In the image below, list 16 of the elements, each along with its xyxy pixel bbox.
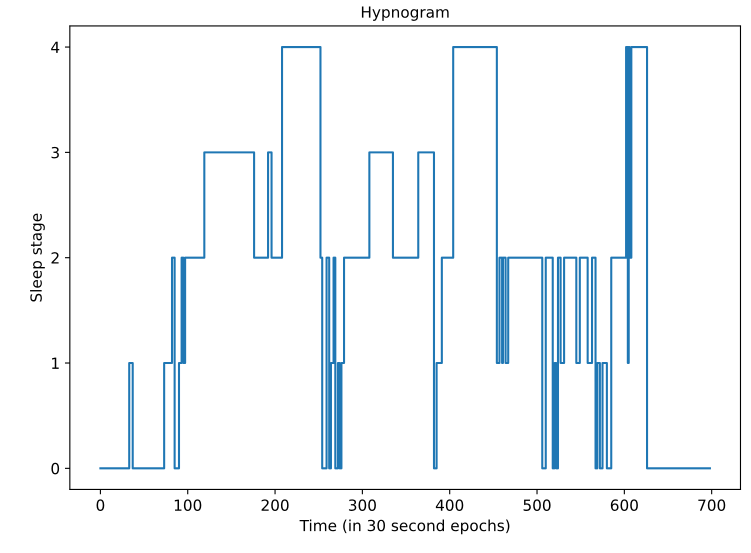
x-axis-title: Time (in 30 second epochs) [300,519,510,534]
x-tick-label: 700 [698,499,726,511]
x-tick-label: 400 [436,499,464,511]
y-tick-label: 2 [52,252,59,264]
x-tick-label: 500 [524,499,551,511]
y-tick-label: 4 [51,42,60,53]
y-tick-label: 0 [51,462,60,474]
y-tick-label: 3 [52,146,59,158]
y-tick-label: 1 [52,358,59,369]
y-axis-title: Sleep stage [30,214,45,302]
x-tick-label: 200 [262,499,289,511]
chart-title: Hypnogram [362,6,449,21]
x-tick-label: 0 [96,499,104,511]
x-tick-label: 100 [174,499,202,511]
x-tick-label: 600 [610,499,638,511]
x-tick-label: 300 [348,499,376,511]
